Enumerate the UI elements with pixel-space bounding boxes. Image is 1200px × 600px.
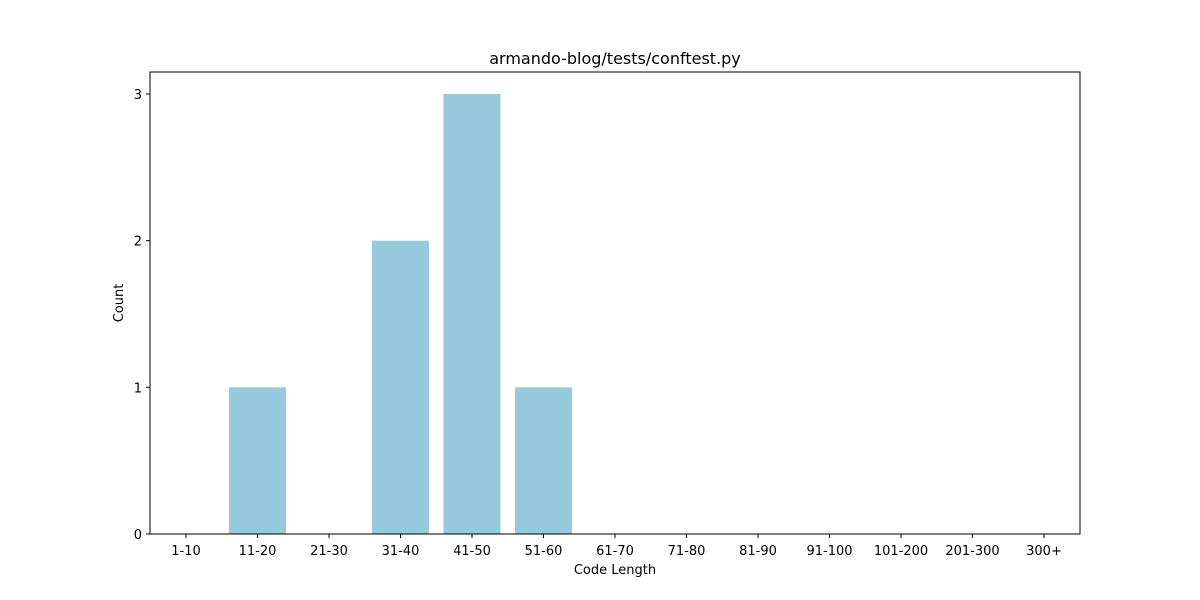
x-tick-label: 21-30 bbox=[310, 544, 348, 559]
y-tick-label: 1 bbox=[134, 381, 142, 396]
bar-31-40 bbox=[372, 240, 429, 535]
bars-group bbox=[229, 94, 572, 535]
y-tick-label: 2 bbox=[134, 235, 142, 250]
chart-title: armando-blog/tests/conftest.py bbox=[489, 49, 741, 68]
y-axis-label: Count bbox=[112, 284, 127, 323]
bar-51-60 bbox=[515, 387, 572, 534]
x-tick-label: 51-60 bbox=[525, 544, 563, 559]
x-tick-label: 41-50 bbox=[453, 544, 491, 559]
x-tick-label: 81-90 bbox=[739, 544, 777, 559]
x-tick-label: 91-100 bbox=[806, 544, 852, 559]
y-tick-label: 0 bbox=[134, 528, 142, 543]
x-axis-ticks: 1-10 11-20 21-30 31-40 41-50 51-60 61-70 71-80 8… bbox=[171, 534, 1062, 559]
plot-area-frame bbox=[149, 71, 1081, 535]
y-axis-ticks: 0 1 2 3 bbox=[134, 88, 150, 543]
x-tick-label: 101-200 bbox=[874, 544, 928, 559]
x-tick-label: 71-80 bbox=[668, 544, 706, 559]
x-tick-label: 300+ bbox=[1026, 544, 1062, 559]
x-tick-label: 1-10 bbox=[171, 544, 201, 559]
x-tick-label: 61-70 bbox=[596, 544, 634, 559]
bar-41-50 bbox=[443, 94, 501, 534]
bar-11-20 bbox=[229, 387, 286, 534]
x-tick-label: 31-40 bbox=[382, 544, 420, 559]
x-tick-label: 11-20 bbox=[239, 544, 277, 559]
x-axis-label: Code Length bbox=[574, 563, 656, 578]
x-tick-label: 201-300 bbox=[945, 544, 999, 559]
y-tick-label: 3 bbox=[134, 88, 142, 103]
